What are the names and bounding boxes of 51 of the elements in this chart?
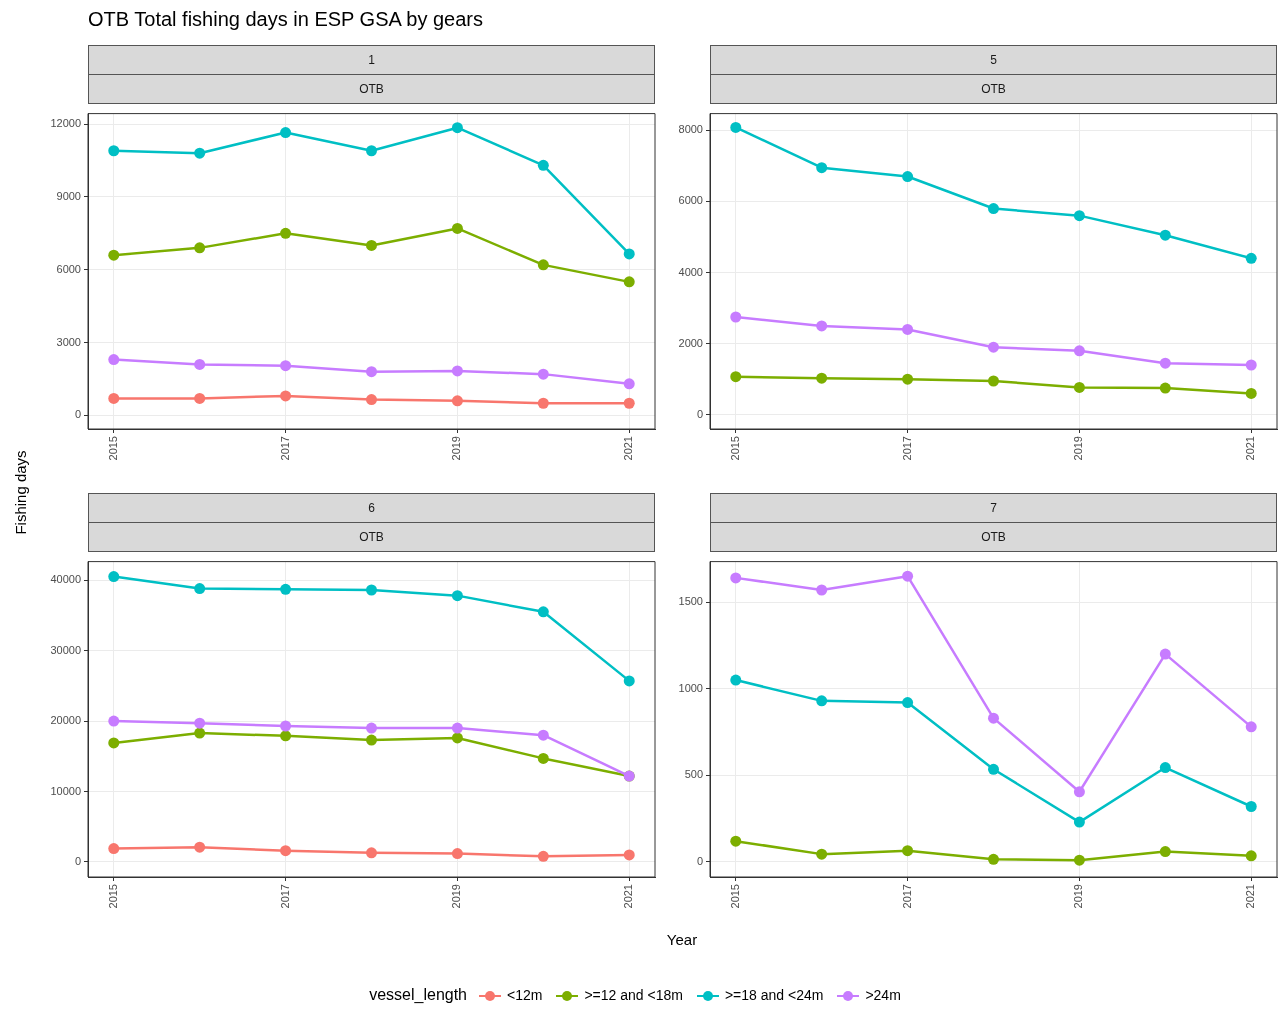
x-tick-label: 2019 — [1072, 436, 1085, 461]
y-tick-label: 0 — [74, 408, 81, 421]
y-tick-label: 8000 — [678, 123, 703, 136]
chart-subtitle: OTB — [710, 522, 1277, 552]
y-tick-label: 1000 — [678, 681, 703, 694]
y-tick-label: 4000 — [678, 265, 703, 278]
y-tick-label: 10000 — [50, 784, 81, 797]
y-tick-label: 6000 — [678, 194, 703, 207]
x-tick-label: 2021 — [1244, 436, 1257, 461]
y-tick-label: 0 — [696, 407, 703, 420]
x-tick-label: 2019 — [450, 884, 463, 909]
y-tick-label: 0 — [696, 854, 703, 867]
chart-subtitle: OTB — [710, 74, 1277, 104]
y-tick-label: 9000 — [56, 189, 81, 202]
x-tick-label: 2021 — [1244, 884, 1257, 909]
y-tick-label: 0 — [74, 855, 81, 868]
y-tick-label: 2000 — [678, 336, 703, 349]
x-tick-label: 2019 — [450, 436, 463, 461]
x-tick-label: 2017 — [900, 436, 913, 461]
y-tick-label: 500 — [684, 768, 703, 781]
text: OTB Total fishing days in ESP GSA by gears — [88, 8, 484, 31]
x-tick-label: 2021 — [622, 436, 635, 461]
chart-subtitle: OTB — [88, 74, 655, 104]
legend-label: >24m — [865, 987, 901, 1004]
y-tick-label: 20000 — [50, 714, 81, 727]
legend-title: vessel_length — [369, 986, 468, 1004]
x-tick-label: 2015 — [106, 436, 119, 461]
x-axis-title: Year — [665, 931, 699, 948]
chart-title: 6 — [88, 493, 655, 523]
legend-label: >=18 and <24m — [724, 987, 824, 1004]
x-tick-label: 2017 — [278, 436, 291, 461]
x-tick-label: 2015 — [728, 436, 741, 461]
chart-title: 5 — [710, 45, 1277, 75]
chart-title: 7 — [710, 493, 1277, 523]
legend-label: >=12 and <18m — [584, 987, 683, 1004]
legend-label: <12m — [507, 987, 543, 1004]
x-tick-label: 2017 — [900, 884, 913, 909]
y-tick-label: 12000 — [50, 117, 81, 130]
x-tick-label: 2017 — [278, 884, 291, 909]
y-axis-title: Fishing days — [11, 449, 29, 537]
y-tick-label: 3000 — [56, 335, 81, 348]
x-tick-label: 2021 — [622, 884, 635, 909]
x-tick-label: 2015 — [106, 884, 119, 909]
x-tick-label: 2015 — [728, 884, 741, 909]
y-tick-label: 40000 — [50, 573, 81, 586]
chart-title: 1 — [88, 45, 655, 75]
x-tick-label: 2019 — [1072, 884, 1085, 909]
chart-subtitle: OTB — [88, 522, 655, 552]
y-tick-label: 6000 — [56, 262, 81, 275]
y-tick-label: 30000 — [50, 643, 81, 656]
y-tick-label: 1500 — [678, 595, 703, 608]
